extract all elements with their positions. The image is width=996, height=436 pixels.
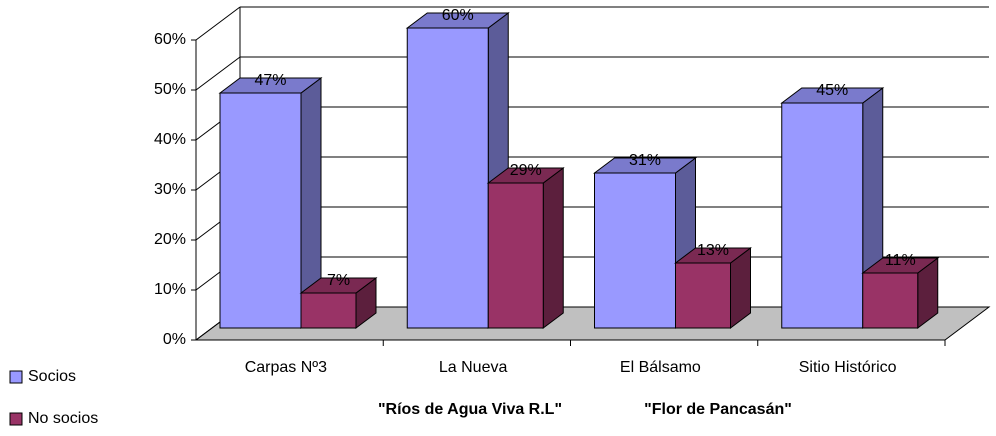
bar (780, 87, 885, 329)
x-tick-label: El Bálsamo (620, 359, 701, 376)
y-tick-label: 30% (154, 181, 186, 198)
value-label: 13% (697, 242, 729, 259)
x-tick-label: Sitio Histórico (799, 359, 897, 376)
bar-front (219, 92, 302, 329)
bar (861, 257, 940, 329)
y-tick-label: 10% (154, 281, 186, 298)
y-tick-label: 20% (154, 231, 186, 248)
legend-swatch (9, 412, 23, 426)
bar-front (406, 27, 489, 329)
grid-line (195, 56, 241, 91)
bar (299, 277, 378, 329)
bar (674, 247, 752, 329)
annotation: "Ríos de Agua Viva R.L" (378, 401, 562, 418)
value-label: 11% (885, 252, 916, 269)
y-tick-label: 50% (154, 81, 186, 98)
bar-front (300, 292, 357, 329)
bar-front (594, 172, 676, 329)
x-tick-label: La Nueva (439, 359, 508, 376)
x-tick-label: Carpas Nº3 (245, 359, 327, 376)
y-tick-label: 40% (154, 131, 186, 148)
value-label: 29% (510, 162, 542, 179)
bar-front (487, 182, 544, 329)
bar-side (542, 167, 564, 329)
value-label: 60% (442, 7, 474, 24)
legend-label: Socios (28, 368, 76, 385)
value-label: 45% (816, 82, 848, 99)
bar-front (781, 102, 864, 329)
value-label: 7% (327, 272, 350, 289)
bar-front (675, 262, 731, 329)
bar (486, 167, 565, 329)
grid-line (195, 6, 241, 41)
value-label: 47% (254, 72, 286, 89)
y-tick-label: 0% (163, 331, 186, 348)
legend-swatch (9, 370, 23, 384)
value-label: 31% (629, 152, 661, 169)
bar-front (862, 272, 919, 329)
annotation: "Flor de Pancasán" (644, 401, 792, 418)
y-tick-label: 60% (154, 31, 186, 48)
legend-label: No socios (28, 410, 98, 427)
